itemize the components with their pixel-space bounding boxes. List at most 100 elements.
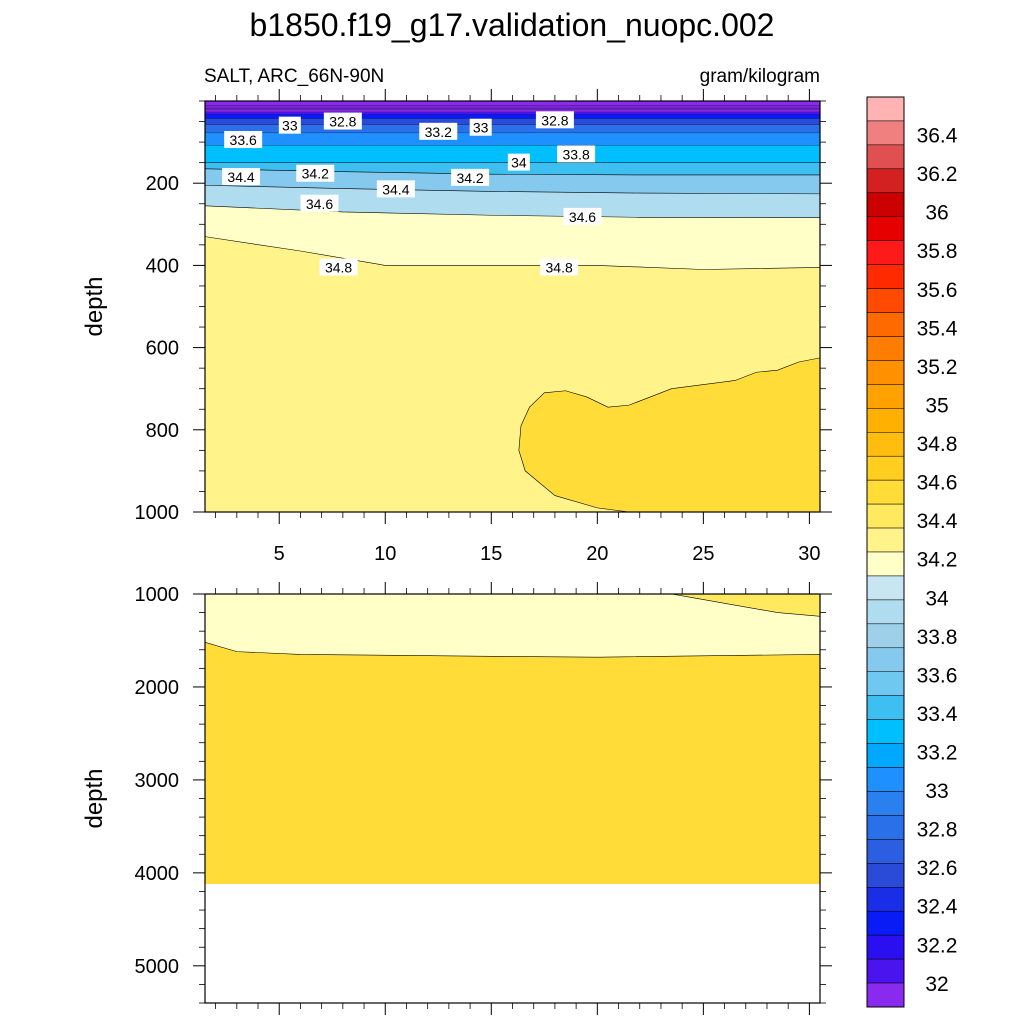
contour-fill: [205, 101, 820, 106]
colorbar-label: 33.8: [917, 626, 958, 649]
contour-fill: [205, 133, 820, 146]
y-tick-label: 400: [146, 255, 179, 277]
colorbar-label: 36: [925, 202, 948, 225]
svg-text:33.8: 33.8: [562, 146, 589, 162]
colorbar-label: 35: [925, 394, 948, 417]
colorbar-swatch: [866, 887, 905, 912]
contour-fill: [205, 112, 820, 115]
y-axis-label: depth: [81, 768, 108, 828]
colorbar-label: 35.4: [917, 317, 958, 340]
colorbar-label: 32.6: [917, 857, 958, 880]
colorbar-swatch: [866, 599, 905, 625]
y-tick-label: 600: [146, 338, 179, 360]
contour-label: 32.8: [535, 111, 574, 129]
colorbar-label: 34: [925, 587, 949, 610]
svg-text:34.8: 34.8: [546, 259, 573, 275]
colorbar-swatch: [866, 96, 905, 122]
svg-text:34.4: 34.4: [382, 181, 409, 197]
contour-label: 33.6: [224, 131, 263, 149]
contour-fill: [205, 594, 820, 658]
contour-label: 33.2: [419, 122, 458, 140]
colorbar-swatch: [866, 695, 905, 720]
svg-text:34.4: 34.4: [227, 169, 254, 185]
colorbar-swatch: [866, 479, 905, 505]
colorbar-label: 32: [925, 973, 948, 996]
x-tick-label: 20: [586, 543, 608, 565]
y-tick-label: 800: [146, 420, 179, 442]
contour-fill: [205, 114, 820, 119]
colorbar-swatch: [866, 144, 905, 170]
colorbar-swatch: [866, 815, 905, 840]
colorbar-swatch: [866, 120, 905, 146]
colorbar-label: 33: [925, 780, 948, 803]
svg-text:34: 34: [511, 155, 527, 171]
y-tick-label: 3000: [135, 770, 180, 792]
contour-label: 34: [507, 153, 530, 171]
colorbar-swatch: [866, 647, 905, 672]
colorbar-swatch: [866, 934, 905, 960]
colorbar-swatch: [866, 575, 905, 601]
plot-area: 33 32.8 33.6 33.2 33 32.8 34 33.8 34.4 34.2 34.4 34…: [205, 101, 820, 512]
colorbar-swatch: [866, 527, 905, 553]
colorbar-swatch: [866, 839, 905, 864]
colorbar-label: 32.4: [917, 896, 958, 919]
contour-fill: [205, 108, 820, 111]
svg-text:34.6: 34.6: [306, 196, 333, 212]
colorbar-swatch: [866, 791, 905, 816]
colorbar-swatch: [866, 503, 905, 529]
colorbar-swatch: [866, 288, 905, 313]
contour-label: 34.2: [451, 168, 490, 186]
contour-fill: [205, 110, 820, 113]
colorbar-label: 35.6: [917, 279, 958, 302]
colorbar-swatch: [866, 455, 905, 481]
colorbar-swatch: [866, 719, 905, 744]
contour-line: [205, 642, 820, 658]
contour-line: [205, 205, 820, 219]
colorbar-label: 36.4: [917, 125, 958, 148]
chart-subtitle-left: SALT, ARC_66N-90N: [204, 66, 384, 87]
y-tick-label: 1000: [135, 584, 180, 606]
x-tick-label: 5: [274, 543, 285, 565]
contour-label: 33.8: [557, 145, 596, 163]
svg-text:32.8: 32.8: [329, 114, 356, 130]
svg-text:33.2: 33.2: [425, 124, 452, 140]
colorbar-swatch: [866, 863, 905, 888]
contour-fill: [205, 124, 820, 134]
upper-depth-panel: 33 32.8 33.6 33.2 33 32.8 34 33.8 34.4 34.2 34.4 34…: [81, 89, 832, 565]
chart-units: gram/kilogram: [700, 66, 820, 87]
colorbar-frame: [866, 96, 905, 1008]
y-tick-label: 4000: [135, 863, 180, 885]
y-tick-label: 1000: [135, 502, 180, 524]
svg-text:33.6: 33.6: [230, 132, 257, 148]
colorbar-label: 34.2: [917, 549, 958, 572]
colorbar-label: 36.2: [917, 163, 958, 186]
contour-line: [205, 236, 820, 270]
svg-text:34.2: 34.2: [456, 170, 483, 186]
colorbar-swatch: [866, 958, 905, 984]
colorbar-label: 33.2: [917, 742, 958, 765]
svg-text:33: 33: [473, 120, 489, 136]
colorbar-label: 34.8: [917, 433, 958, 456]
chart-title: b1850.f19_g17.validation_nuopc.002: [250, 7, 775, 43]
contour-label: 34.6: [563, 207, 602, 225]
x-tick-label: 10: [374, 543, 396, 565]
contour-region: [518, 357, 820, 512]
colorbar-swatch: [866, 240, 905, 265]
colorbar-swatch: [866, 623, 905, 649]
colorbar-label: 33.6: [917, 664, 958, 687]
contour-label: 34.8: [319, 258, 358, 276]
colorbar-swatch: [866, 982, 905, 1008]
contour-label: 33: [278, 116, 301, 134]
colorbar-swatch: [866, 551, 905, 577]
contour-label: 32.8: [323, 112, 362, 130]
contour-fill: [205, 105, 820, 108]
colorbar-swatch: [866, 192, 905, 217]
contour-label: 34.8: [540, 258, 579, 276]
lower-depth-panel: 1000 2000 3000 4000 5000 depth: [81, 582, 832, 1015]
colorbar-swatch: [866, 432, 905, 457]
svg-text:34.6: 34.6: [569, 209, 596, 225]
contour-fill: [205, 107, 820, 109]
contour-label: 34.6: [300, 194, 339, 212]
colorbar: 36.4 36.2 36 35.8 35.6 35.4 35.2 35 34.8 34.6 34.4…: [866, 96, 958, 1008]
